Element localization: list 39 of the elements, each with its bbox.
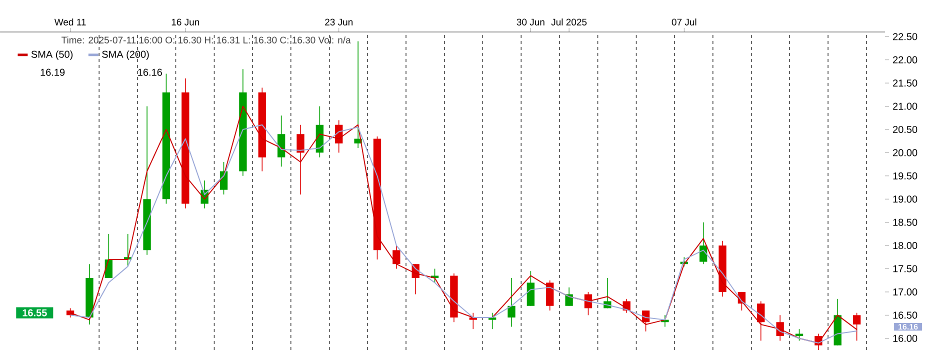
candlestick bbox=[469, 312, 477, 330]
y-tick-label: 20.00 bbox=[893, 149, 918, 156]
y-tick-label: 19.50 bbox=[893, 172, 918, 180]
candlestick bbox=[508, 278, 516, 328]
candlestick bbox=[795, 328, 804, 342]
candlestick bbox=[488, 312, 496, 330]
annotation: 16.19 bbox=[40, 68, 65, 76]
y-tick-label: 22.50 bbox=[893, 33, 918, 40]
text: 16.55 bbox=[22, 309, 47, 316]
x-tick-label: Wed 11 bbox=[54, 18, 86, 26]
x-tick-label: 30 Jun bbox=[516, 18, 544, 26]
y-tick-label: 20.50 bbox=[893, 126, 918, 134]
candlestick bbox=[296, 124, 304, 195]
annotation: Time: 2025-07-11 16:00 O: 16.30 H: 16.31 L: 16.30 C: 16.30 Vol: n/a bbox=[62, 36, 351, 44]
candlestick bbox=[546, 280, 554, 311]
candlestick bbox=[392, 245, 400, 270]
text: 16.16 bbox=[898, 324, 918, 330]
y-tick-label: 17.00 bbox=[893, 288, 918, 296]
candlestick bbox=[526, 270, 535, 306]
y-tick-label: 22.00 bbox=[893, 56, 918, 64]
x-tick-label: Jul 2025 bbox=[551, 18, 587, 26]
y-tick-label: 18.50 bbox=[893, 218, 918, 226]
annotation: 16.16 bbox=[138, 68, 162, 76]
y-tick-label: 19.00 bbox=[893, 196, 918, 203]
y-tick-label: 21.50 bbox=[893, 80, 918, 87]
y-tick-label: 17.50 bbox=[893, 265, 918, 272]
x-tick-label: 23 Jun bbox=[325, 18, 353, 26]
x-tick-label: 07 Jul bbox=[672, 18, 696, 26]
candlestick bbox=[852, 312, 861, 342]
legend-label: SMA (200) bbox=[102, 50, 149, 60]
x-tick-label: 16 Jun bbox=[172, 18, 200, 26]
legend-label: SMA (50) bbox=[31, 50, 73, 60]
candlestick bbox=[565, 286, 573, 306]
y-tick-label: 16.50 bbox=[893, 312, 918, 319]
candlestick bbox=[277, 115, 286, 168]
y-tick-label: 16.00 bbox=[893, 334, 918, 342]
candlestick bbox=[700, 222, 708, 265]
y-tick-label: 18.00 bbox=[893, 242, 918, 250]
y-tick-label: 21.00 bbox=[893, 102, 918, 110]
